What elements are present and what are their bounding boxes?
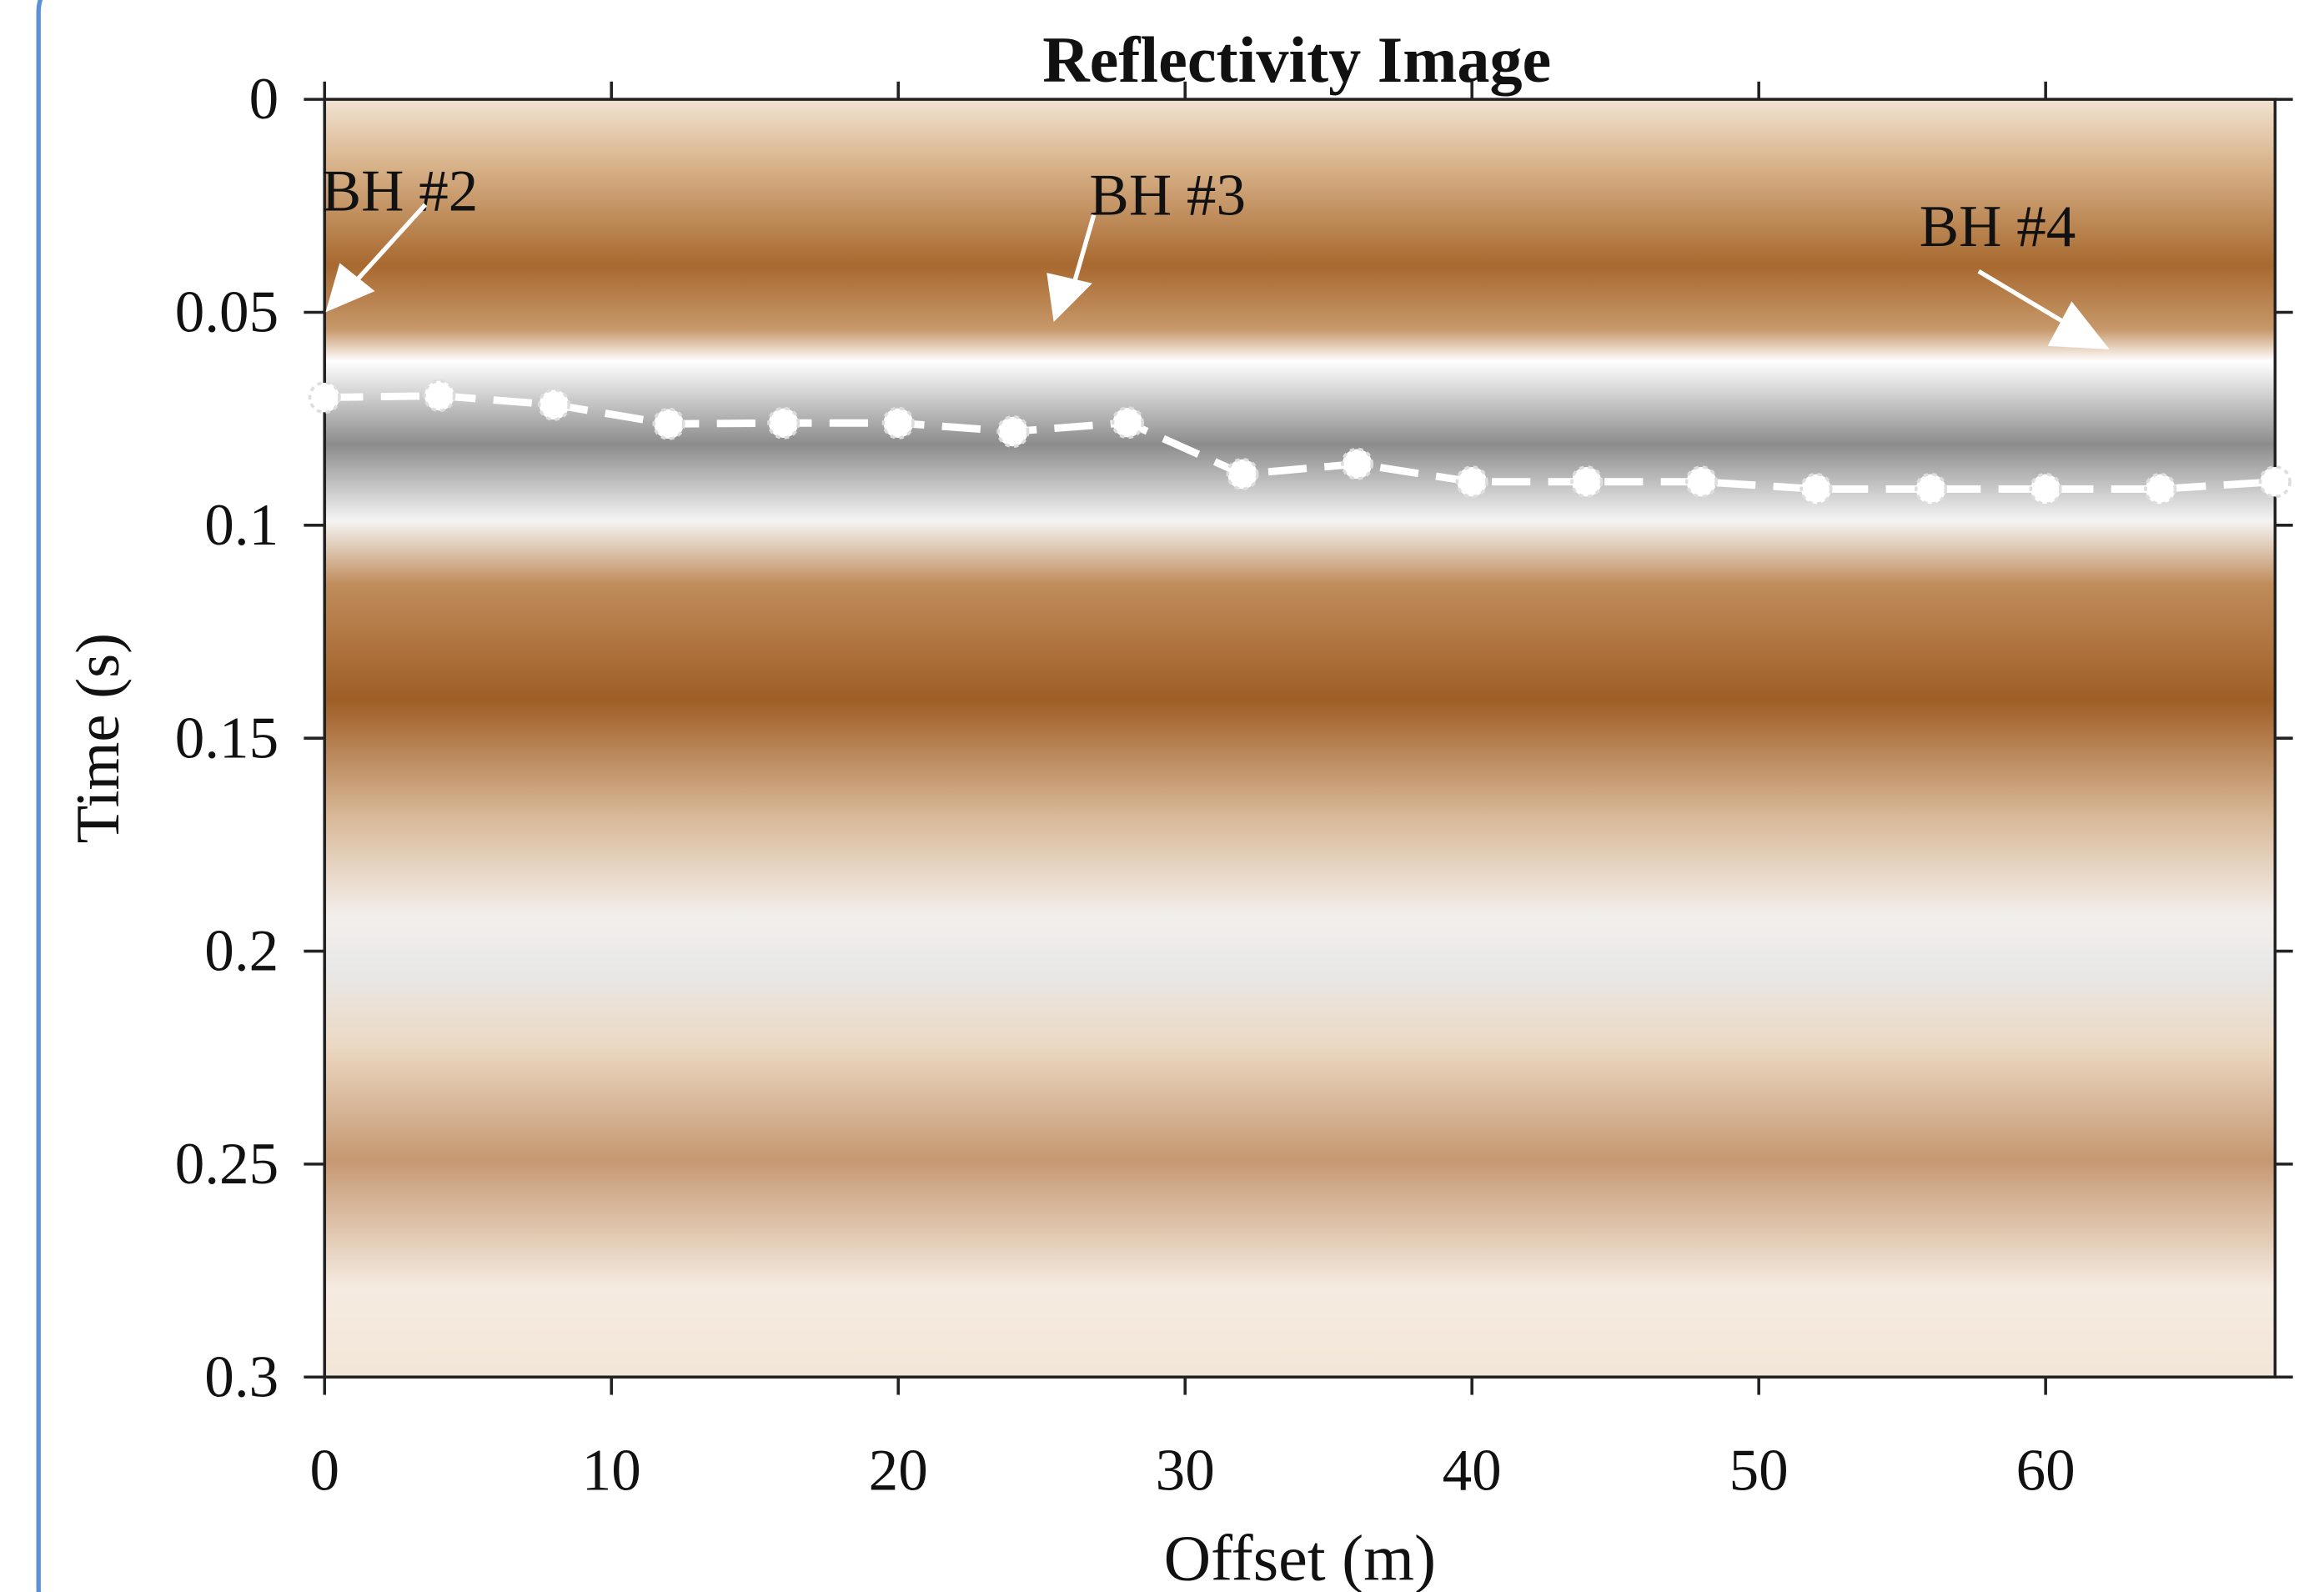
data-point [308,381,341,414]
x-tick-label: 60 [2016,1438,2076,1503]
data-point [1341,447,1374,480]
chart-title: Reflectivity Image [1042,23,1551,96]
data-point [767,406,801,439]
y-tick-label: 0.2 [204,919,279,984]
annotation: BH #2 [322,158,479,223]
data-point [996,414,1030,449]
y-tick-label: 0 [249,67,279,132]
data-point [423,379,456,413]
y-tick-label: 0.1 [204,493,279,558]
data-point [537,388,570,421]
data-point [1226,457,1259,491]
y-tick-label: 0.05 [175,280,279,345]
x-tick-label: 10 [582,1438,641,1503]
data-point [1570,465,1604,499]
data-point [1111,406,1144,439]
data-point [1455,465,1488,499]
data-point [881,406,915,439]
series-line [324,392,2276,493]
data-point [1684,465,1718,499]
x-tick-label: 50 [1729,1438,1789,1503]
data-point [2029,472,2062,505]
x-tick-label: 0 [309,1438,339,1503]
x-tick-label: 30 [1156,1438,1215,1503]
annotation-arrows [325,203,2110,349]
x-tick-label: 40 [1443,1438,1502,1503]
data-point [1799,472,1833,505]
y-tick-label: 0.25 [175,1132,279,1197]
annotation: BH #3 [1089,163,1246,229]
y-tick-label: 0.3 [204,1344,279,1409]
data-point [2144,472,2177,505]
screenshot-frame [36,0,43,1592]
x-tick-label: 20 [869,1438,928,1503]
data-point [652,407,685,440]
data-point [2258,465,2291,499]
y-axis-label: Time (s) [63,633,133,843]
annotation: BH #4 [1920,194,2076,259]
data-point [1915,472,1948,505]
reflectivity-image [324,99,2276,1378]
x-axis-label: Offset (m) [1164,1522,1436,1592]
y-tick-label: 0.15 [175,706,279,771]
